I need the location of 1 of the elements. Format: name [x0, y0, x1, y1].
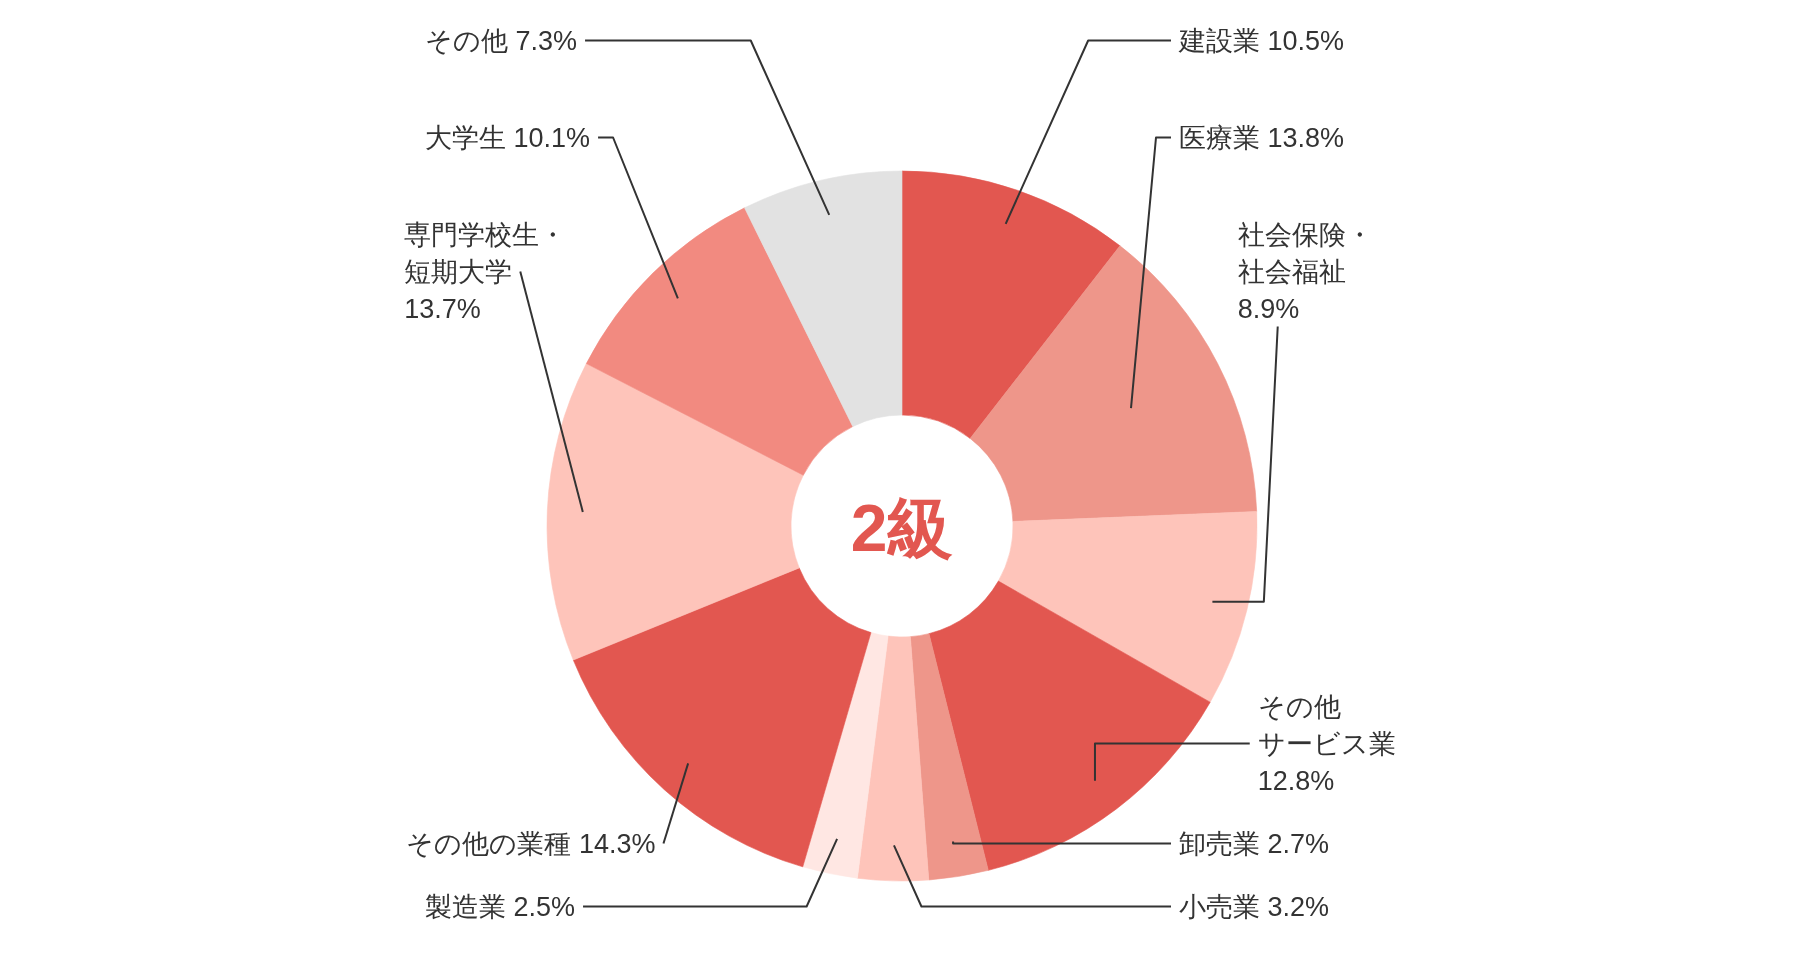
- title: 2級: [850, 491, 954, 565]
